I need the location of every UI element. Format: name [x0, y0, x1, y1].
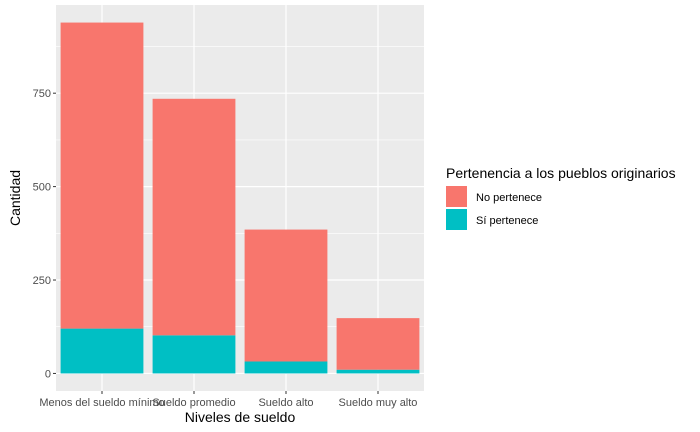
legend-label: Sí pertenece	[476, 215, 538, 227]
y-tick-label: 500	[33, 182, 51, 194]
x-tick-label: Sueldo muy alto	[339, 397, 418, 409]
legend: Pertenencia a los pueblos originarios No…	[446, 165, 676, 230]
bar-segment	[336, 369, 420, 374]
y-axis: 0 250 500 750	[33, 88, 56, 380]
y-tick-label: 250	[33, 275, 51, 287]
bar-segment	[60, 22, 144, 329]
y-axis-title: Cantidad	[7, 170, 23, 226]
legend-key	[446, 209, 467, 230]
bar-segment	[60, 328, 144, 374]
x-axis-title: Niveles de sueldo	[185, 409, 296, 425]
bars	[60, 22, 420, 374]
y-tick-label: 750	[33, 88, 51, 100]
legend-title: Pertenencia a los pueblos originarios	[446, 165, 676, 181]
x-tick-label: Sueldo promedio	[152, 397, 235, 409]
bar-segment	[244, 361, 328, 374]
bar-segment	[152, 335, 236, 374]
legend-key	[446, 186, 467, 207]
bar-segment	[152, 98, 236, 336]
bar-segment	[336, 318, 420, 370]
x-tick-label: Menos del sueldo mínimo	[39, 397, 164, 409]
legend-label: No pertenece	[476, 192, 542, 204]
y-tick-label: 0	[45, 368, 51, 380]
bar-segment	[244, 229, 328, 362]
x-tick-label: Sueldo alto	[258, 397, 313, 409]
